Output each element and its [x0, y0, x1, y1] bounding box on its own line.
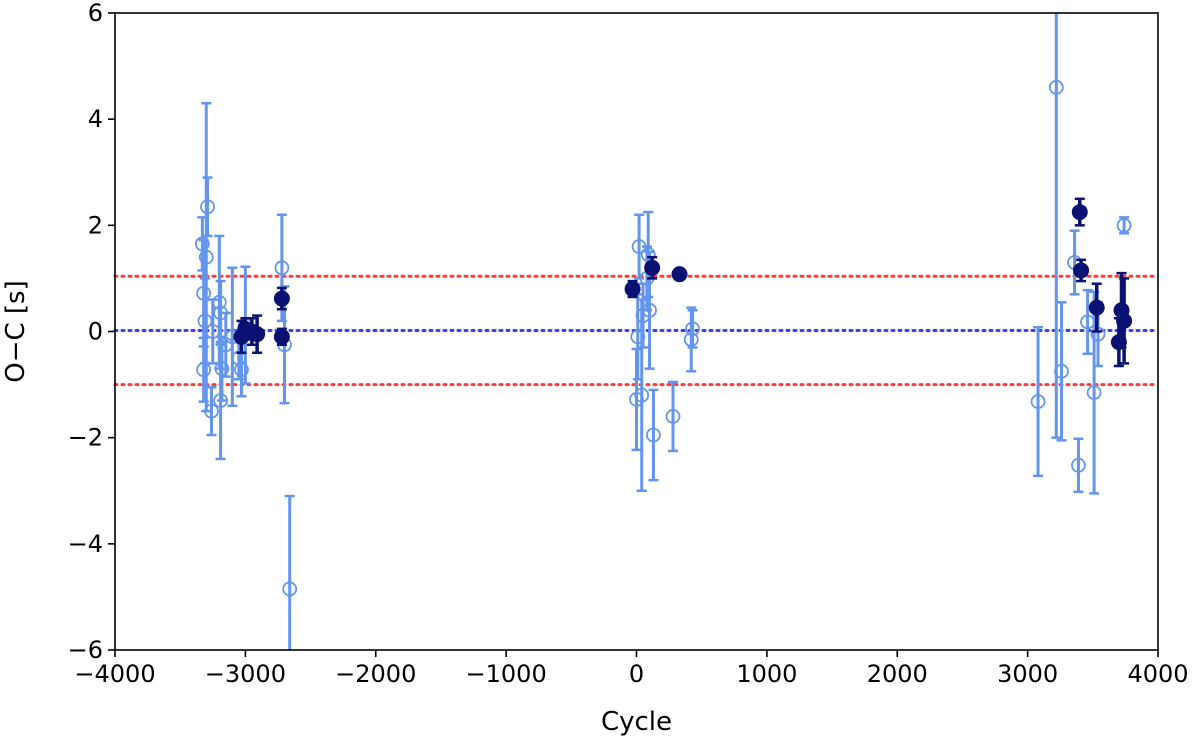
data-point: [274, 260, 290, 276]
axis-ticks: −4000 −3000 −2000 −1000 0 1000 2000 3000 4000 −6 −…: [68, 0, 1189, 688]
series: [233, 197, 1133, 368]
y-tick-label: 6: [88, 0, 103, 27]
x-tick-label: −3000: [205, 660, 286, 688]
data-point: [1071, 457, 1086, 473]
data-point: [1086, 385, 1102, 400]
data-point: [282, 581, 298, 597]
data-point: [644, 259, 661, 276]
data-point: [273, 328, 290, 345]
data-point: [624, 281, 641, 298]
data-point: [213, 393, 229, 408]
data-point: [1116, 217, 1132, 233]
data-point: [196, 362, 212, 378]
data-point: [198, 249, 214, 265]
data-point: [1030, 394, 1046, 409]
data-point: [204, 403, 219, 419]
data-point: [685, 321, 700, 337]
data-point: [646, 427, 661, 443]
x-axis-title: Cycle: [601, 707, 672, 737]
x-tick-label: −4000: [74, 660, 155, 688]
data-series: [194, 13, 1133, 650]
y-axis-title: O−C [s]: [1, 280, 31, 383]
y-tick-label: −4: [68, 530, 103, 558]
x-tick-label: −1000: [466, 660, 547, 688]
y-tick-label: −2: [68, 424, 103, 452]
x-tick-label: 0: [629, 660, 644, 688]
data-point: [1071, 204, 1088, 221]
x-tick-label: 3000: [997, 660, 1058, 688]
data-point: [234, 362, 249, 378]
data-point: [1048, 79, 1064, 95]
x-tick-label: 2000: [867, 660, 928, 688]
data-point: [1088, 299, 1105, 316]
data-point: [665, 409, 681, 424]
data-point: [642, 302, 657, 318]
data-point: [1054, 363, 1069, 379]
x-tick-label: −2000: [335, 660, 416, 688]
data-point: [249, 326, 266, 343]
x-tick-label: 1000: [736, 660, 797, 688]
data-point: [200, 199, 215, 215]
data-point: [671, 266, 688, 283]
data-point: [1116, 312, 1133, 329]
y-tick-label: 0: [88, 318, 103, 346]
y-tick-label: 2: [88, 211, 103, 239]
data-point: [273, 290, 290, 307]
y-tick-label: 4: [88, 105, 103, 133]
data-point: [634, 387, 650, 403]
data-point: [1073, 262, 1090, 279]
x-tick-label: 4000: [1127, 660, 1188, 688]
y-tick-label: −6: [68, 636, 103, 664]
